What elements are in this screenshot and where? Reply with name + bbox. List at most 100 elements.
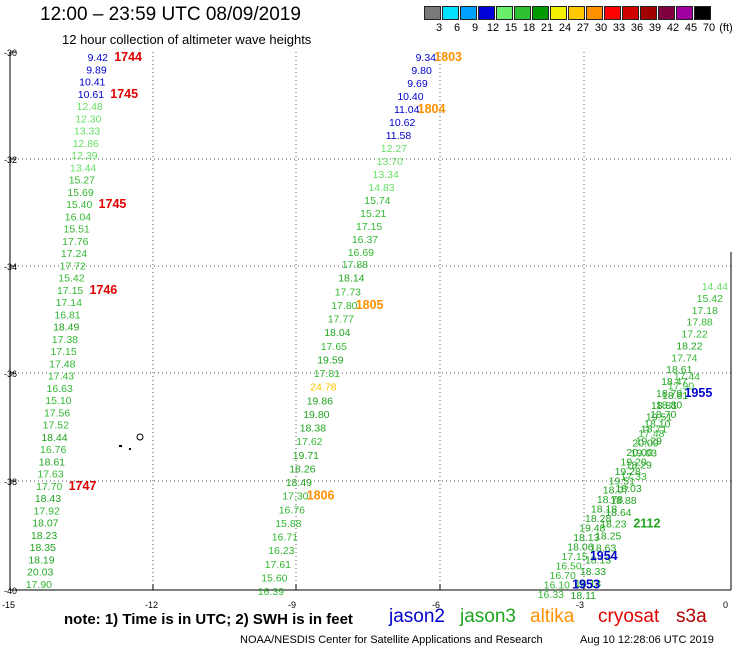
wave-height-value: 17.22	[681, 329, 707, 341]
scale-swatch	[676, 6, 693, 20]
scale-swatch	[640, 6, 657, 20]
wave-height-value: 18.88	[610, 495, 636, 507]
wave-height-value: 15.42	[58, 273, 84, 285]
wave-height-value: 19.20	[621, 456, 647, 468]
wave-height-value: 18.78	[597, 494, 623, 506]
wave-height-value: 18.19	[28, 554, 54, 566]
wave-height-value: 9.80	[411, 65, 432, 77]
wave-height-value: 17.92	[34, 505, 60, 517]
scale-unit: (ft)	[719, 22, 733, 34]
wave-height-value: 20.03	[27, 567, 53, 579]
lat-tick-label: -36	[4, 369, 17, 379]
wave-height-value: 18.33	[580, 566, 606, 578]
wave-height-value: 19.48	[579, 523, 605, 535]
scale-swatch	[550, 6, 567, 20]
pass-time-label: 1953	[572, 578, 600, 592]
wave-height-value: 10.41	[79, 77, 105, 89]
wave-height-value: 18.64	[605, 507, 631, 519]
wave-height-value: 18.13	[585, 554, 611, 566]
credit-line: NOAA/NESDIS Center for Satellite Applica…	[240, 634, 543, 646]
wave-height-value: 16.70	[550, 570, 576, 582]
wave-height-value: 18.80	[656, 399, 682, 411]
wave-height-value: 17.74	[671, 352, 697, 364]
legend-bar: note: 1) Time is in UTC; 2) SWH is in fe…	[0, 600, 740, 650]
wave-height-value: 18.22	[676, 340, 702, 352]
wave-height-value: 18.07	[603, 485, 629, 497]
wave-height-value: 17.61	[265, 559, 291, 571]
island-marker	[136, 433, 144, 441]
wave-height-value: 17.73	[335, 286, 361, 298]
wave-height-value: 13.70	[377, 156, 403, 168]
wave-height-value: 17.90	[668, 380, 694, 392]
scale-label: 30	[594, 22, 608, 34]
wave-height-value: 16.81	[54, 309, 80, 321]
wave-height-value: 14.83	[368, 182, 394, 194]
scale-label: 33	[612, 22, 626, 34]
wave-height-value: 18.35	[30, 542, 56, 554]
scale-swatch	[658, 6, 675, 20]
wave-height-value: 17.62	[296, 436, 322, 448]
wave-height-value: 18.13	[573, 532, 599, 544]
scale-label: 6	[453, 22, 461, 34]
scale-label: 9	[471, 22, 479, 34]
wave-height-value: 19.03	[631, 447, 657, 459]
scale-label: 24	[558, 22, 572, 34]
wave-height-value: 18.06	[567, 542, 593, 554]
map-title: 12:00 – 23:59 UTC 08/09/2019	[40, 4, 301, 25]
wave-height-value: 17.43	[48, 371, 74, 383]
wave-height-value: 18.49	[53, 322, 79, 334]
wave-height-value: 17.30	[282, 491, 308, 503]
wave-height-value: 15.60	[261, 572, 287, 584]
wave-height-value: 20.09	[632, 437, 658, 449]
scale-label: 21	[540, 22, 554, 34]
wave-height-value: 12.86	[73, 138, 99, 150]
scale-swatch	[514, 6, 531, 20]
wave-height-value: 13.34	[373, 169, 399, 181]
legend-altika: altika	[530, 606, 575, 627]
wave-height-value: 18.14	[338, 273, 364, 285]
pass-time-label: 1744	[114, 50, 142, 64]
wave-height-value: 17.24	[61, 248, 87, 260]
wave-height-value: 18.25	[595, 531, 621, 543]
wave-height-value: 17.72	[60, 260, 86, 272]
generation-timestamp: Aug 10 12:28:06 UTC 2019	[580, 634, 714, 646]
wave-height-value: 12.48	[77, 101, 103, 113]
scale-swatch	[586, 6, 603, 20]
scale-label: 70	[702, 22, 716, 34]
pass-time-label: 1804	[418, 102, 446, 116]
wave-height-value: 19.80	[303, 409, 329, 421]
wave-height-value: 18.71	[641, 424, 667, 436]
wave-height-value: 19.28	[615, 466, 641, 478]
lon-tick-label: -15	[2, 600, 15, 610]
wave-height-value: 13.33	[74, 126, 100, 138]
wave-height-value: 16.10	[544, 580, 570, 592]
wave-height-value: 9.34	[416, 52, 437, 64]
wave-height-value: 18.61	[666, 364, 692, 376]
wave-height-value: 12.39	[71, 150, 97, 162]
lon-tick-label: -9	[288, 600, 296, 610]
pass-time-label: 1746	[89, 283, 117, 297]
wave-height-value: 17.70	[36, 481, 62, 493]
wave-height-value: 16.69	[348, 247, 374, 259]
wave-height-value: 9.69	[407, 78, 428, 90]
legend-jason3: jason3	[460, 606, 516, 627]
wave-height-value: 20.00	[626, 447, 652, 459]
pass-time-label: 1955	[684, 386, 712, 400]
wave-height-value: 9.89	[86, 64, 107, 76]
wave-height-value: 18.04	[324, 327, 350, 339]
scale-swatch	[532, 6, 549, 20]
wave-height-value: 17.44	[674, 371, 700, 383]
scale-swatch	[460, 6, 477, 20]
wave-height-value: 18.07	[32, 518, 58, 530]
lon-tick-label: -3	[576, 600, 584, 610]
scale-swatch	[622, 6, 639, 20]
island-marker	[129, 448, 131, 450]
pass-time-label: 2112	[633, 517, 660, 531]
wave-height-value: 18.28	[585, 513, 611, 525]
legend-s3a: s3a	[676, 606, 707, 627]
wave-height-value: 24.78	[310, 382, 336, 394]
wave-height-value: 15.88	[275, 518, 301, 530]
wave-height-value: 11.04	[394, 104, 420, 116]
scale-swatch	[496, 6, 513, 20]
scale-label: 45	[684, 22, 698, 34]
